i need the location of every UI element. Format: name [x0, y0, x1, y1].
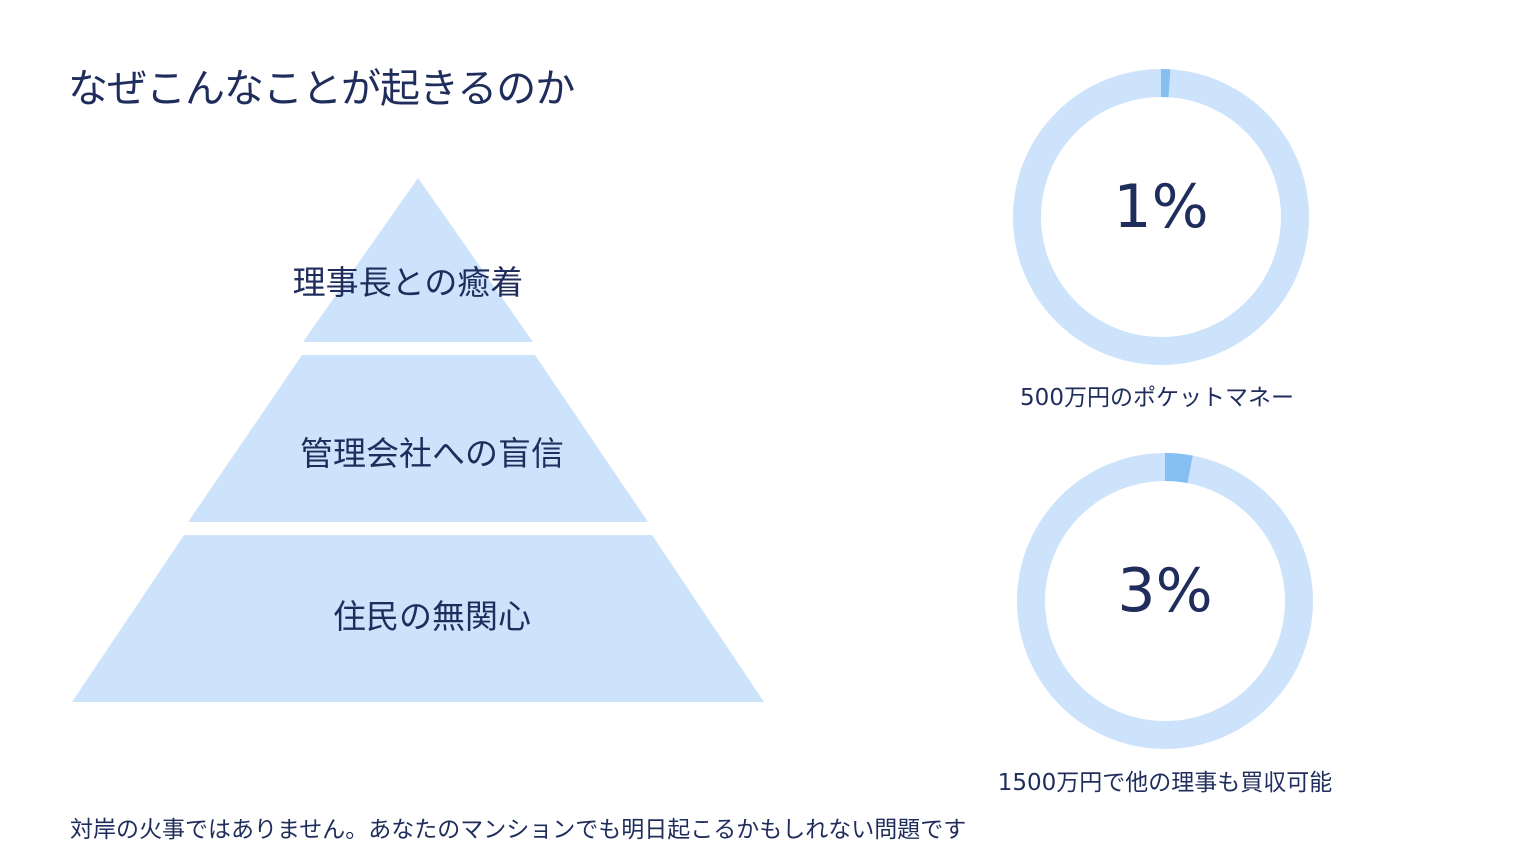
footer-note: 対岸の火事ではありません。あなたのマンションでも明日起こるかもしれない問題です: [70, 817, 967, 843]
pyramid-tier-bottom: [72, 535, 764, 702]
pyramid-tier-middle: [188, 355, 648, 522]
donut-chart-2: [1017, 453, 1313, 749]
page-title: なぜこんなことが起きるのか: [68, 66, 575, 112]
donut-1-value: 1%: [1113, 172, 1209, 242]
donut-1-caption: 500万円のポケットマネー: [1020, 385, 1294, 411]
donut-2-arc: [1164, 453, 1193, 484]
donut-chart-1: [1013, 69, 1309, 365]
donut-2-value: 3%: [1117, 556, 1213, 626]
donut-2-caption: 1500万円で他の理事も買収可能: [997, 770, 1333, 796]
pyramid-tier-top: [303, 178, 533, 342]
pyramid-diagram: [72, 178, 764, 702]
pyramid-tier-label-middle: 管理会社への盲信: [300, 434, 564, 473]
pyramid-tier-label-top: 理事長との癒着: [292, 263, 524, 302]
pyramid-tier-label-bottom: 住民の無関心: [333, 597, 531, 636]
